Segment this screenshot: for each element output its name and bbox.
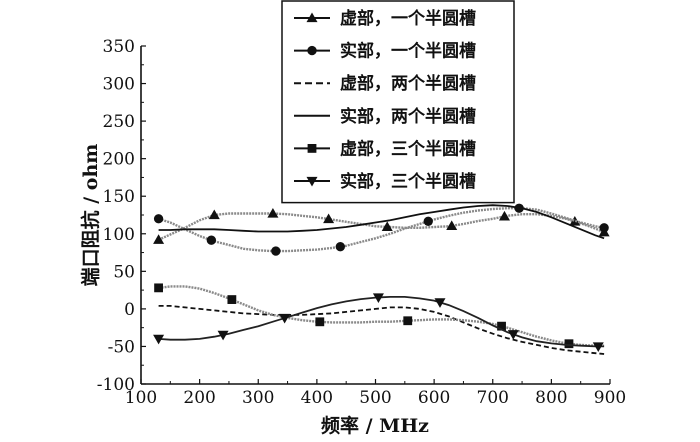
data-point-marker <box>153 214 164 224</box>
data-point-marker <box>267 207 279 218</box>
legend-item-4: 实部，两个半圆槽 <box>294 106 476 127</box>
legend-marker <box>307 45 317 56</box>
legend-marker <box>306 176 318 187</box>
series-3 <box>158 305 605 355</box>
legend-label: 实部，两个半圆槽 <box>340 106 476 127</box>
data-point-marker <box>153 334 165 345</box>
legend-marker <box>306 12 318 23</box>
x-tick-label: 300 <box>242 388 274 408</box>
data-point-marker <box>153 234 165 244</box>
x-tick-label: 800 <box>535 388 567 408</box>
plot-area <box>153 203 610 355</box>
legend-label: 虚部，三个半圆槽 <box>340 138 476 159</box>
y-tick-label: 100 <box>103 225 135 245</box>
y-tick-label: -100 <box>97 375 135 395</box>
y-axis-label: 端口阻抗 / ohm <box>79 144 102 287</box>
y-tick-label: 300 <box>103 75 135 95</box>
data-point-marker <box>592 342 604 352</box>
data-point-marker <box>423 216 433 226</box>
series-line <box>158 285 605 347</box>
series-line <box>158 204 605 240</box>
y-tick-label: 50 <box>113 262 135 282</box>
x-tick-label: 400 <box>301 388 333 408</box>
legend-marker <box>307 144 317 153</box>
data-point-marker <box>154 283 163 293</box>
series-2 <box>153 203 609 256</box>
legend-item-5: 虚部，三个半圆槽 <box>294 138 476 159</box>
data-point-marker <box>564 339 574 349</box>
legend-item-1: 虚部，一个半圆槽 <box>294 8 476 29</box>
data-point-marker <box>271 246 281 256</box>
x-tick-label: 100 <box>125 388 157 408</box>
series-line <box>158 296 605 348</box>
series-line <box>158 207 605 253</box>
series-4 <box>158 204 605 240</box>
data-point-marker <box>315 317 325 327</box>
data-point-marker <box>372 293 384 303</box>
data-point-marker <box>217 330 229 341</box>
legend-label: 虚部，两个半圆槽 <box>340 73 476 94</box>
data-point-marker <box>569 215 581 226</box>
y-tick-label: 200 <box>103 150 135 170</box>
y-tick-label: 250 <box>103 112 135 132</box>
series-line <box>158 212 605 241</box>
legend-box <box>281 0 515 204</box>
y-tick-label: 150 <box>103 187 135 207</box>
series-5 <box>154 283 605 349</box>
data-point-marker <box>507 330 519 340</box>
data-point-marker <box>279 313 291 324</box>
series-line <box>158 305 605 355</box>
data-point-marker <box>403 316 413 326</box>
x-tick-label: 600 <box>418 388 450 408</box>
y-tick-label: 350 <box>103 37 135 57</box>
x-tick-label: 500 <box>359 388 391 408</box>
x-tick-label: 900 <box>594 388 626 408</box>
data-point-marker <box>599 223 609 233</box>
legend-item-6: 实部，三个半圆槽 <box>294 171 476 192</box>
data-point-marker <box>208 209 220 220</box>
legend-label: 虚部，一个半圆槽 <box>340 8 476 29</box>
data-point-marker <box>323 213 335 224</box>
legend-item-3: 虚部，两个半圆槽 <box>294 73 476 94</box>
series-6 <box>153 293 605 352</box>
data-point-marker <box>434 298 446 308</box>
y-tick-label: -50 <box>108 337 135 357</box>
legend-item-2: 实部，一个半圆槽 <box>294 41 476 62</box>
x-axis-label: 频率 / MHz <box>321 414 429 437</box>
legend: 虚部，一个半圆槽实部，一个半圆槽虚部，两个半圆槽实部，两个半圆槽虚部，三个半圆槽… <box>281 0 515 204</box>
data-point-marker <box>381 221 393 231</box>
axes: 100 200 300 400 500 600 700 800 900 -100 -50 0 50 100… <box>97 37 626 408</box>
data-point-marker <box>497 321 506 331</box>
data-point-marker <box>335 242 346 252</box>
x-tick-label: 700 <box>477 388 509 408</box>
y-tick-label: 0 <box>124 300 135 320</box>
legend-label: 实部，一个半圆槽 <box>340 41 476 62</box>
x-tick-label: 200 <box>183 388 215 408</box>
data-point-marker <box>498 210 510 221</box>
legend-label: 实部，三个半圆槽 <box>340 171 476 192</box>
data-point-marker <box>227 295 237 304</box>
data-point-marker <box>446 220 458 230</box>
data-point-marker <box>206 235 217 245</box>
